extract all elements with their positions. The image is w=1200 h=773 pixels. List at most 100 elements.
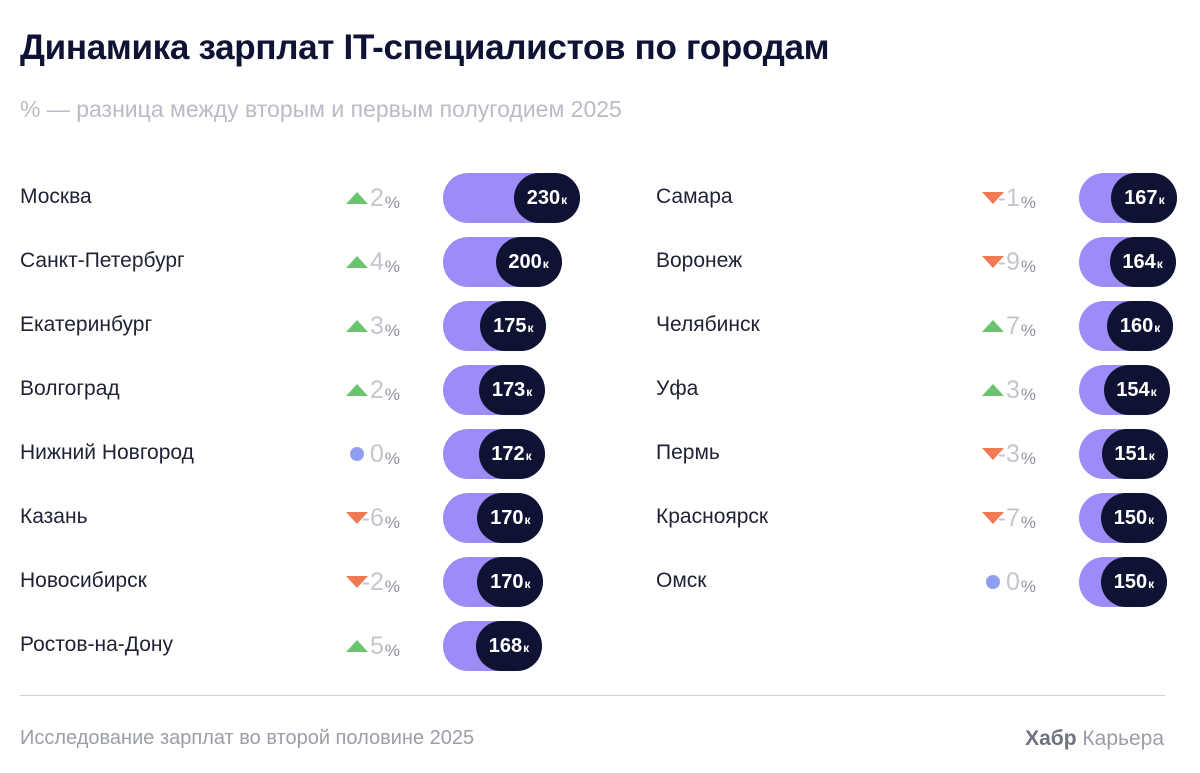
salary-bar: 173к	[443, 365, 546, 415]
chart-row: Красноярск -7% 150к	[656, 493, 1200, 543]
salary-value: 150	[1113, 571, 1148, 593]
salary-value: 168	[488, 635, 523, 657]
salary-value-pill: 164к	[1109, 237, 1176, 287]
change-percent: 7%	[956, 312, 1036, 341]
salary-value: 154	[1116, 379, 1150, 401]
change-percent: -3%	[956, 440, 1036, 469]
percent-sign: %	[1020, 193, 1036, 212]
change-value: 5	[369, 632, 384, 660]
no-change-dot-icon	[981, 575, 1005, 589]
salary-value: 164	[1122, 251, 1156, 273]
chart-row: Екатеринбург 3% 175к	[20, 301, 580, 351]
city-label: Санкт-Петербург	[20, 249, 185, 272]
salary-unit: к	[1150, 385, 1157, 399]
salary-bar: 170к	[443, 493, 544, 543]
salary-unit: к	[542, 257, 549, 271]
salary-bar: 167к	[1079, 173, 1178, 223]
salary-unit: к	[1156, 257, 1163, 271]
city-label: Москва	[20, 185, 92, 208]
change-value: 7	[1005, 312, 1020, 340]
brand-name-rest: Карьера	[1082, 727, 1164, 750]
salary-unit: к	[1154, 321, 1161, 335]
chart-row: Волгоград 2% 173к	[20, 365, 580, 415]
salary-value: 167	[1124, 187, 1158, 209]
change-percent: 0%	[320, 440, 400, 469]
salary-bar: 160к	[1079, 301, 1174, 351]
percent-sign: %	[384, 257, 400, 276]
percent-sign: %	[1020, 321, 1036, 340]
change-value: 2	[369, 184, 384, 212]
city-label: Красноярск	[656, 505, 769, 528]
salary-value: 160	[1119, 315, 1154, 337]
salary-value-pill: 150к	[1101, 557, 1167, 607]
salary-value: 170	[490, 507, 524, 529]
salary-value-pill: 230к	[514, 173, 580, 223]
salary-value-pill: 173к	[479, 365, 546, 415]
chart-row: Уфа 3% 154к	[656, 365, 1200, 415]
change-percent: 5%	[320, 632, 400, 661]
city-label: Волгоград	[20, 377, 120, 400]
trend-up-icon	[981, 319, 1005, 333]
page-title: Динамика зарплат IT-специалистов по горо…	[20, 28, 830, 67]
salary-unit: к	[523, 641, 530, 655]
trend-up-icon	[345, 639, 369, 653]
trend-up-icon	[345, 319, 369, 333]
chart-row: Пермь -3% 151к	[656, 429, 1200, 479]
chart-row: Санкт-Петербург 4% 200к	[20, 237, 580, 287]
trend-up-icon	[345, 383, 369, 397]
change-value: 0	[1005, 568, 1020, 596]
city-label: Самара	[656, 185, 733, 208]
salary-unit: к	[527, 321, 534, 335]
salary-bar: 164к	[1079, 237, 1176, 287]
city-label: Воронеж	[656, 249, 743, 272]
salary-value-pill: 154к	[1103, 365, 1170, 415]
city-label: Пермь	[656, 441, 720, 464]
change-percent: -2%	[320, 568, 400, 597]
change-value: -1	[997, 184, 1020, 212]
change-value: -3	[997, 440, 1020, 468]
salary-value: 170	[490, 571, 524, 593]
change-value: 3	[1005, 376, 1020, 404]
percent-sign: %	[384, 449, 400, 468]
salary-bar: 168к	[443, 621, 542, 671]
city-label: Омск	[656, 569, 707, 592]
trend-down-icon	[981, 511, 1005, 525]
chart-row: Казань -6% 170к	[20, 493, 580, 543]
salary-bar: 175к	[443, 301, 547, 351]
city-label: Нижний Новгород	[20, 441, 194, 464]
salary-bar: 200к	[443, 237, 562, 287]
salary-unit: к	[1158, 193, 1165, 207]
change-value: -6	[361, 504, 384, 532]
change-percent: 3%	[320, 312, 400, 341]
salary-value: 230	[526, 187, 561, 209]
salary-value-pill: 175к	[480, 301, 547, 351]
salary-unit: к	[526, 385, 533, 399]
trend-down-icon	[981, 447, 1005, 461]
brand-name-bold: Хабр	[1025, 727, 1077, 750]
salary-value: 150	[1113, 507, 1148, 529]
change-percent: -7%	[956, 504, 1036, 533]
change-percent: 3%	[956, 376, 1036, 405]
percent-sign: %	[1020, 385, 1036, 404]
trend-up-icon	[345, 255, 369, 269]
no-change-dot-icon	[345, 447, 369, 461]
city-label: Челябинск	[656, 313, 760, 336]
salary-unit: к	[524, 577, 531, 591]
city-label: Уфа	[656, 377, 699, 400]
chart-row: Новосибирск -2% 170к	[20, 557, 580, 607]
percent-sign: %	[384, 577, 400, 596]
change-value: -7	[997, 504, 1020, 532]
salary-bar: 150к	[1079, 557, 1167, 607]
chart-row: Челябинск 7% 160к	[656, 301, 1200, 351]
salary-bar: 170к	[443, 557, 544, 607]
salary-value-pill: 170к	[477, 493, 544, 543]
percent-sign: %	[384, 385, 400, 404]
salary-value: 175	[493, 315, 527, 337]
percent-sign: %	[1020, 449, 1036, 468]
change-percent: 2%	[320, 376, 400, 405]
salary-value-pill: 151к	[1101, 429, 1168, 479]
percent-sign: %	[384, 321, 400, 340]
percent-sign: %	[1020, 513, 1036, 532]
trend-down-icon	[345, 511, 369, 525]
chart-row: Омск 0% 150к	[656, 557, 1200, 607]
